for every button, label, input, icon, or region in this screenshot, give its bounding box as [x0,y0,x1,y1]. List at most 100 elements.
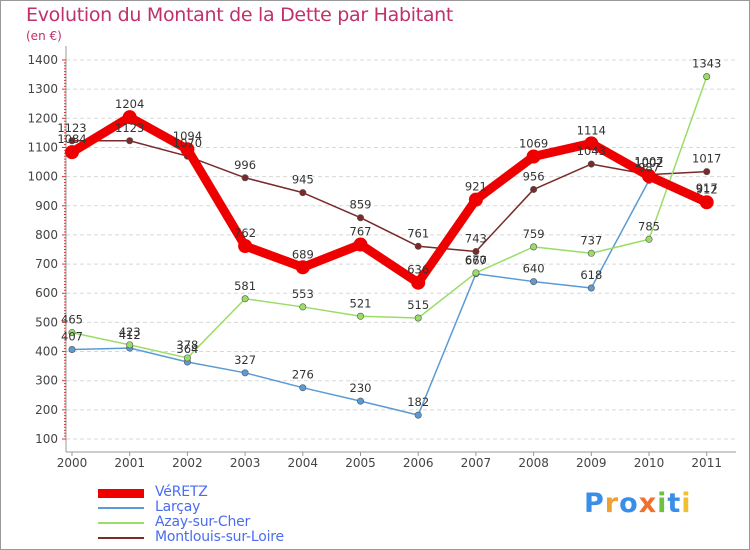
data-label: 761 [407,226,429,240]
data-point-0 [411,275,426,290]
y-tick-label: 1300 [27,82,58,96]
data-label: 996 [234,158,256,172]
data-point-2 [356,312,364,320]
data-point-0 [584,136,599,151]
data-label: 276 [292,368,314,382]
data-label: 1017 [692,152,721,166]
data-label: 1123 [115,121,144,135]
data-label: 327 [234,353,256,367]
legend-label: Montlouis-sur-Loire [155,529,284,545]
data-label: 581 [234,279,256,293]
logo-letter: i [657,488,668,519]
data-point-2 [703,73,711,81]
x-tick-label: 2005 [345,456,376,470]
data-point-1 [414,411,422,419]
data-point-3 [356,214,364,222]
data-label: 521 [350,296,372,310]
data-point-3 [126,137,134,145]
legend-swatch [98,537,144,539]
y-tick-label: 1200 [27,111,58,125]
legend-label: VéRETZ [155,484,208,500]
data-point-3 [414,242,422,250]
x-tick-label: 2004 [288,456,319,470]
data-point-2 [530,243,538,251]
data-point-3 [703,168,711,176]
y-tick-label: 400 [35,345,58,359]
data-point-1 [68,345,76,353]
data-point-1 [530,278,538,286]
data-point-1 [299,384,307,392]
y-tick-label: 600 [35,286,58,300]
plot-area [66,46,736,452]
x-tick-label: 2003 [230,456,261,470]
data-label: 785 [638,219,660,233]
data-point-3 [299,189,307,197]
logo-letter: x [638,488,658,519]
legend-swatch [98,507,144,509]
data-label: 1007 [634,155,663,169]
data-point-3 [587,160,595,168]
y-tick-label: 700 [35,257,58,271]
data-label: 1002 [634,156,663,170]
data-label: 378 [176,338,198,352]
proxiti-logo: Proxiti [584,488,692,519]
x-tick-label: 2001 [114,456,145,470]
data-point-2 [241,295,249,303]
y-tick-label: 1000 [27,170,58,184]
y-tick-label: 100 [35,432,58,446]
legend-swatch [98,522,144,524]
data-point-2 [645,235,653,243]
y-tick-label: 900 [35,199,58,213]
data-point-2 [183,354,191,362]
data-point-0 [468,192,483,207]
data-label: 762 [234,226,256,240]
data-label: 636 [407,263,429,277]
data-label: 1114 [577,123,606,137]
data-label: 1123 [57,121,86,135]
legend-label: Azay-sur-Cher [155,514,251,530]
data-label: 1069 [519,136,548,150]
data-point-1 [241,369,249,377]
data-label: 407 [61,329,83,343]
data-label: 956 [523,169,545,183]
chart-subtitle: (en €) [26,29,62,43]
data-label: 859 [350,198,372,212]
data-point-0 [699,195,714,210]
data-label: 553 [292,287,314,301]
data-point-2 [68,329,76,337]
data-label: 689 [292,247,314,261]
x-tick-label: 2000 [57,456,88,470]
data-label: 921 [465,180,487,194]
data-point-0 [642,169,656,184]
data-label: 640 [523,262,545,276]
y-tick-label: 1100 [27,140,58,154]
series-line-3 [71,140,708,253]
x-tick-label: 2006 [403,456,434,470]
data-point-1 [587,284,595,292]
data-label: 182 [407,395,429,409]
data-label: 1043 [577,144,606,158]
data-label: 743 [465,232,487,246]
data-label: 1084 [57,132,86,146]
data-label: 412 [119,328,141,342]
data-label: 987 [638,160,660,174]
data-point-0 [122,110,137,125]
data-label: 667 [465,254,487,268]
y-tick-label: 300 [35,374,58,388]
logo-letter: r [604,488,620,519]
data-point-3 [68,137,76,145]
data-label: 1204 [115,97,144,111]
data-point-0 [526,149,541,164]
y-tick-label: 200 [35,403,58,417]
data-point-2 [299,303,307,311]
legend-label: Larçay [155,499,201,515]
data-point-2 [414,314,422,322]
data-label: 230 [350,381,372,395]
logo-letter: i [681,488,692,519]
data-label: 364 [176,342,198,356]
data-point-0 [238,239,253,254]
data-label: 515 [407,298,429,312]
x-tick-label: 2007 [461,456,492,470]
data-point-1 [356,397,364,405]
